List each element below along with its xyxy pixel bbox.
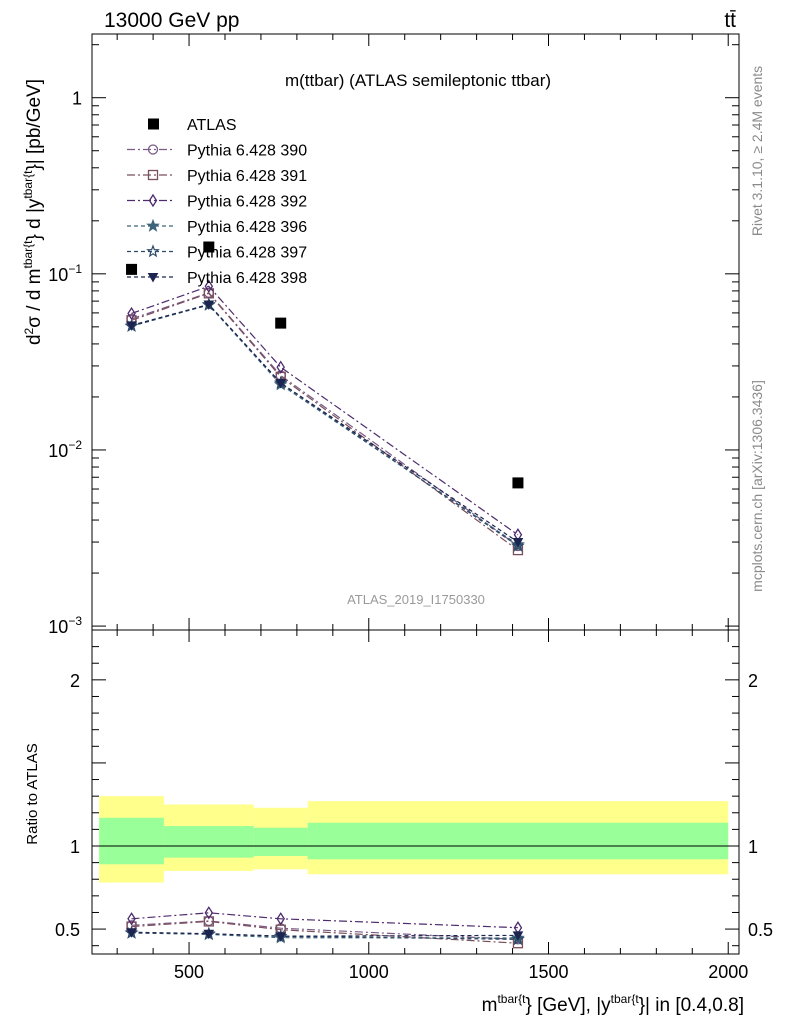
ratio-y-tick-label-right: 2	[748, 671, 758, 691]
atlas-data-point	[512, 477, 524, 489]
triangle-marker	[147, 273, 159, 283]
series-group	[124, 241, 525, 556]
series-line	[131, 304, 519, 546]
y-tick-base: 10	[48, 265, 68, 285]
ratio-y-tick-label: 1	[70, 837, 80, 857]
green-band	[253, 827, 308, 856]
star-marker	[146, 218, 160, 232]
watermark: ATLAS_2019_I1750330	[347, 592, 485, 607]
main-title: m(ttbar) (ATLAS semileptonic ttbar)	[285, 71, 551, 90]
diamond-marker	[276, 360, 285, 374]
x-axis-label: mtbar{t} [GeV], |ytbar{t}| in [0.4,0.8]	[482, 992, 744, 1016]
circle-marker	[147, 144, 159, 155]
series-line	[131, 292, 519, 551]
legend-label: ATLAS	[187, 117, 237, 134]
triangle-marker	[203, 929, 215, 940]
ratio-y-tick-label-right: 0.5	[748, 920, 773, 940]
legend-label: Pythia 6.428 392	[187, 194, 307, 211]
header-right: tt̄	[724, 9, 736, 32]
legend: ATLAS Pythia 6.428 390 Pythia 6.428 391 Pyt…	[127, 117, 307, 287]
diamond-marker	[204, 906, 214, 920]
atlas-data-point	[126, 263, 138, 275]
legend-label: Pythia 6.428 390	[187, 143, 307, 160]
atlas-data-point	[275, 317, 287, 329]
rivet-label: Rivet 3.1.10, ≥ 2.4M events	[749, 66, 765, 236]
y-axis-label: d2σ / d mtbar{t} d |ytbar{t}| [pb/GeV]	[21, 79, 45, 345]
series-line	[131, 303, 519, 547]
ratio-series-group	[124, 906, 525, 949]
legend-label: Pythia 6.428 391	[187, 168, 307, 185]
ratio-line	[131, 912, 518, 929]
ratio-y-label: Ratio to ATLAS	[24, 743, 41, 844]
triangle-marker	[275, 378, 287, 389]
ratio-frame	[91, 629, 740, 955]
series-line	[131, 303, 519, 543]
star-marker	[511, 538, 525, 552]
star-marker	[146, 244, 160, 258]
triangle-marker	[203, 300, 215, 310]
green-band	[163, 826, 254, 858]
square-marker	[203, 916, 214, 927]
y-tick-exponent: −3	[68, 614, 82, 628]
y-tick-label: 1	[72, 89, 82, 109]
ratio-panel: 500 1000 1500 2000 0.5 0.5 1 1 2 2	[55, 629, 773, 982]
legend-label: Pythia 6.428 397	[187, 245, 307, 262]
triangle-marker	[512, 931, 524, 941]
green-band	[307, 822, 729, 860]
legend-label: Pythia 6.428 398	[187, 270, 307, 287]
triangle-marker	[512, 538, 524, 548]
green-band	[99, 817, 164, 865]
triangle-marker	[275, 932, 287, 942]
square-marker	[147, 169, 159, 181]
series-line	[131, 292, 519, 547]
atlas-data-point	[203, 241, 215, 253]
y-tick-exponent: −2	[68, 438, 82, 452]
ratio-y-tick-label: 0.5	[55, 920, 80, 940]
header-left: 13000 GeV pp	[104, 9, 239, 32]
y-tick-label: 10−2	[48, 438, 82, 461]
star-marker	[511, 932, 525, 946]
x-tick-label: 1000	[349, 962, 389, 982]
x-tick-label: 2000	[708, 962, 748, 982]
uncertainty-bands	[99, 796, 729, 883]
mcplots-label: mcplots.cern.ch [arXiv:1306.3436]	[749, 380, 765, 592]
legend-atlas-marker	[148, 118, 159, 130]
y-tick-exponent: −1	[68, 262, 82, 276]
x-tick-label: 500	[174, 962, 204, 982]
ratio-line	[131, 931, 518, 937]
ratio-line	[131, 920, 518, 944]
diamond-marker	[204, 279, 214, 293]
y-tick-base: 10	[48, 617, 68, 637]
ratio-y-tick-label-right: 1	[748, 837, 758, 857]
diamond-marker	[276, 912, 285, 926]
ratio-y-tick-label: 2	[70, 671, 80, 691]
diamond-marker	[148, 193, 158, 208]
diamond-marker	[127, 912, 136, 926]
y-tick-label: 10−3	[48, 614, 82, 637]
y-tick-base: 10	[48, 441, 68, 461]
legend-label: Pythia 6.428 396	[187, 219, 307, 236]
series-line	[131, 285, 519, 536]
ratio-line	[131, 920, 518, 940]
triangle-marker	[126, 321, 137, 331]
x-tick-label: 1500	[528, 962, 568, 982]
y-tick-label: 10−1	[48, 262, 82, 285]
main-panel: 10−310−210−11	[48, 33, 740, 637]
triangle-marker	[126, 928, 137, 938]
